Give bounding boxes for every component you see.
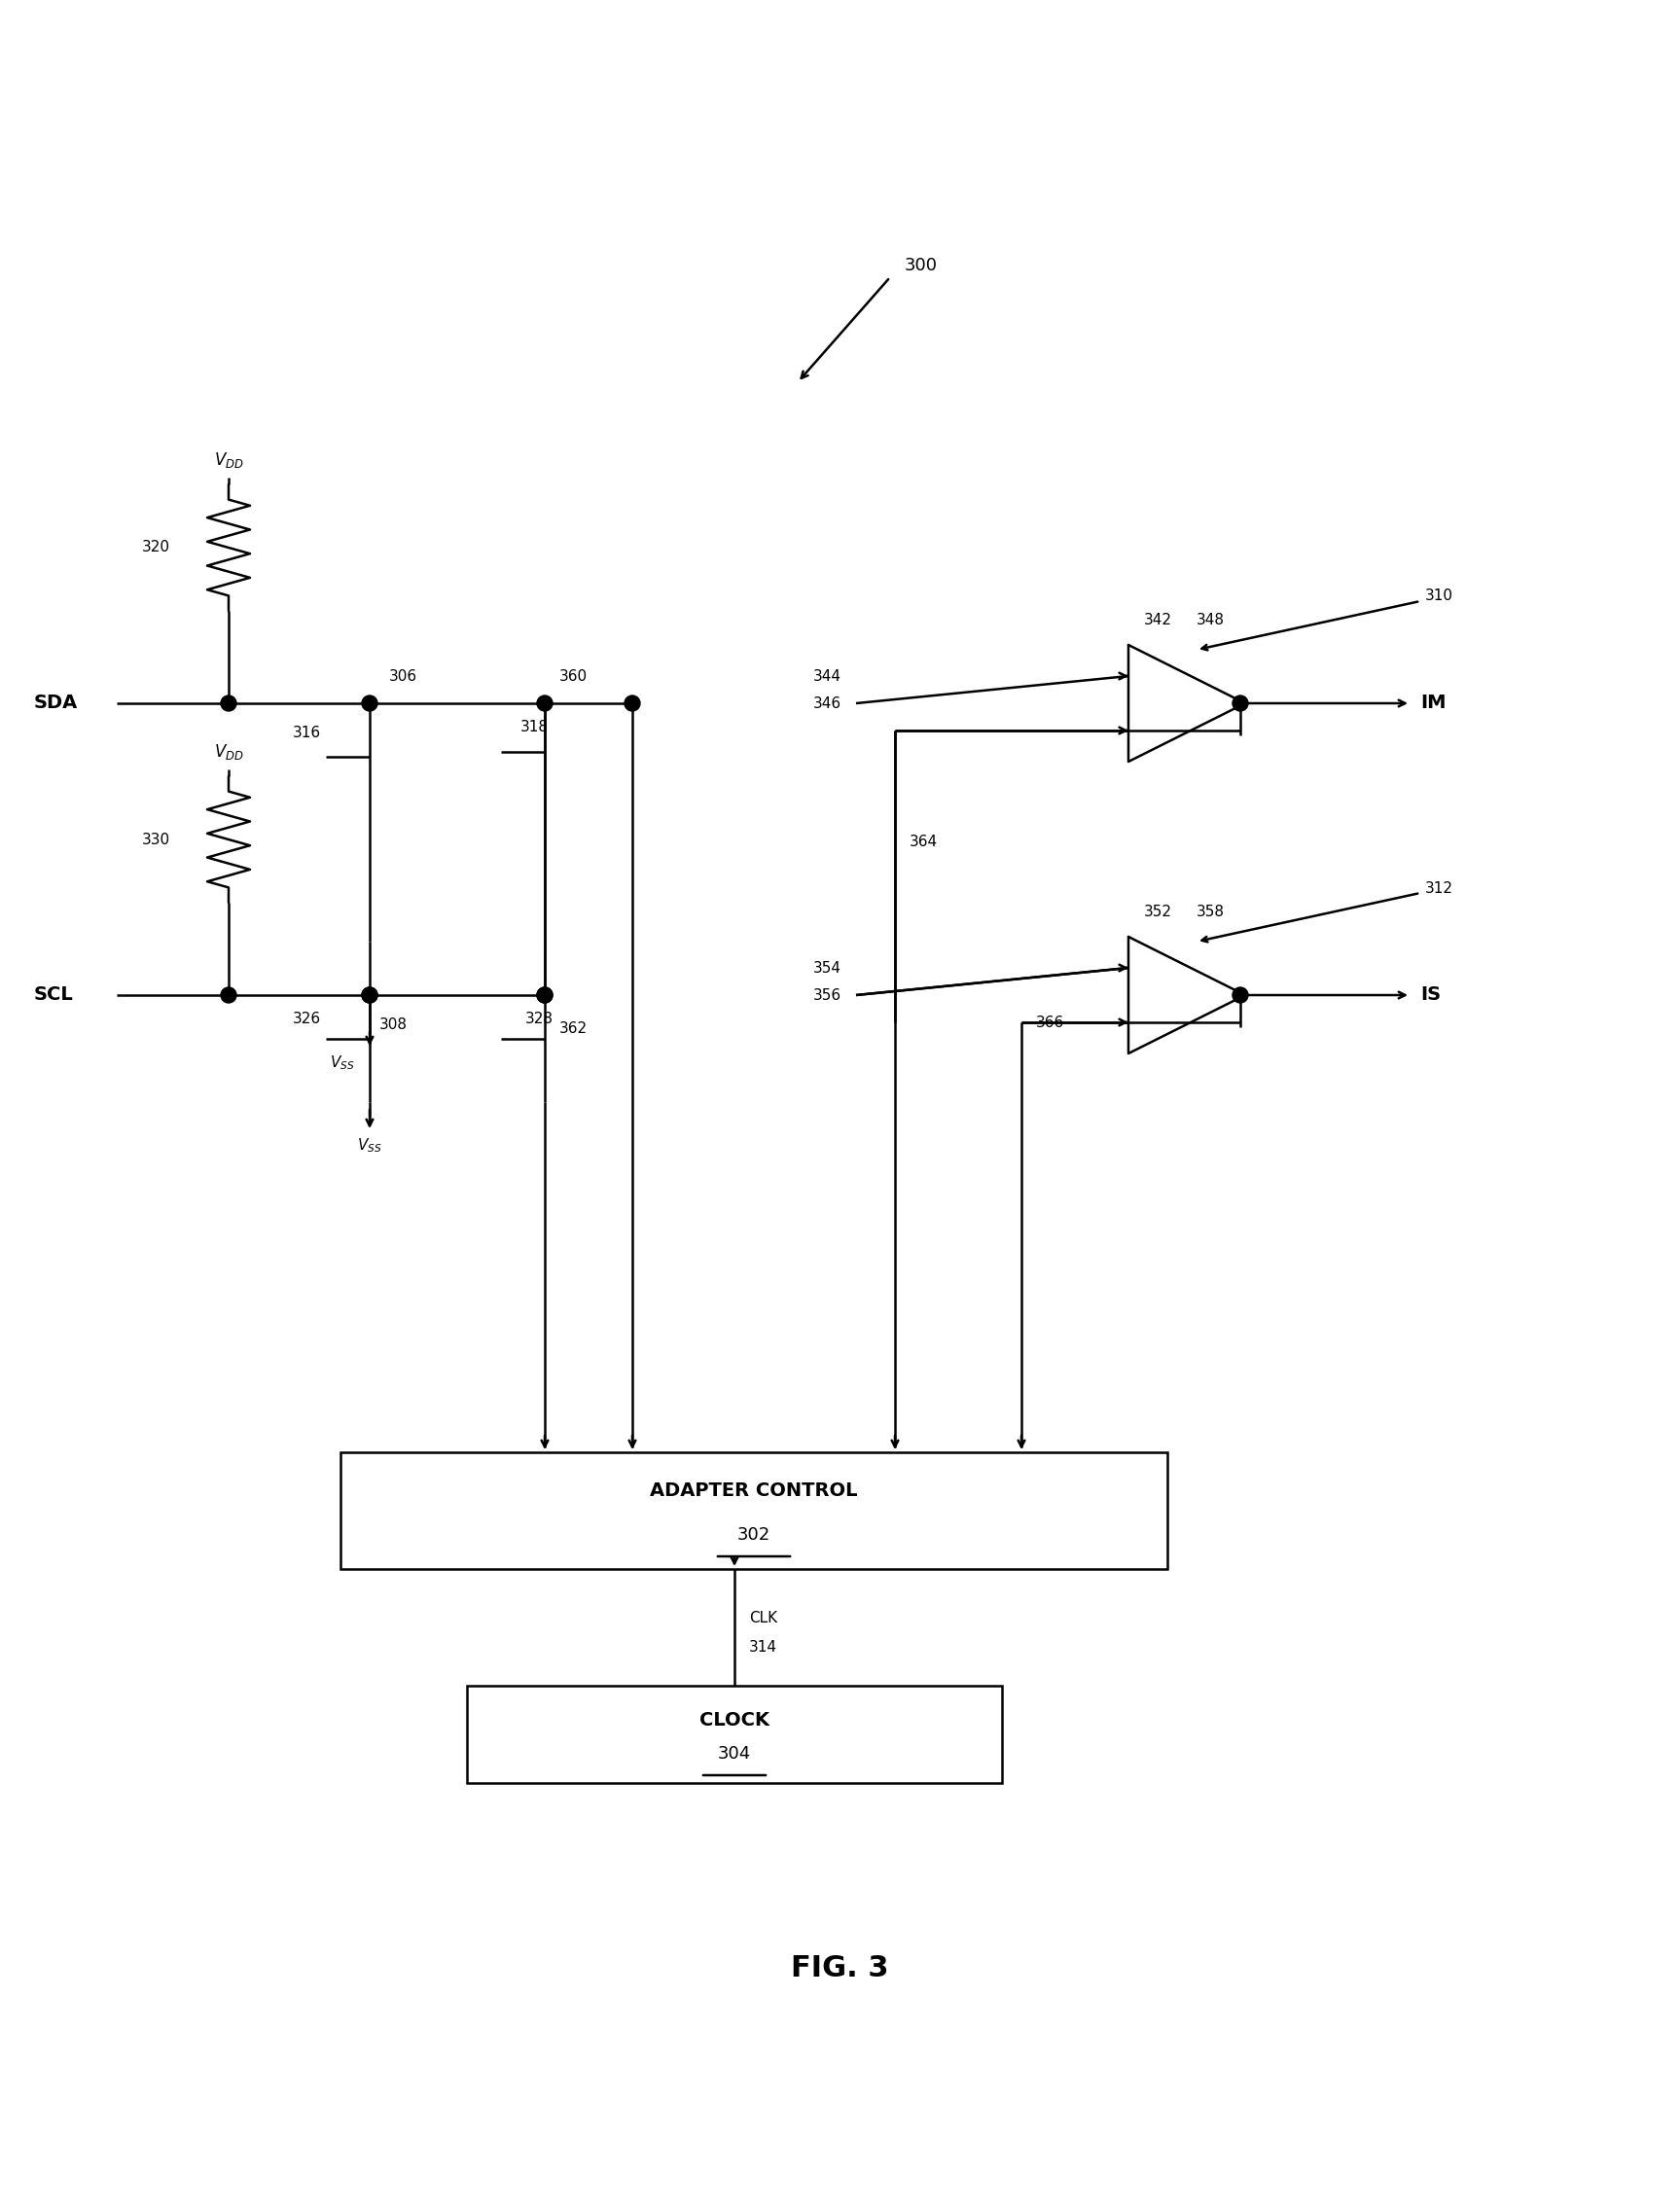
Circle shape — [220, 988, 237, 1004]
Text: 300: 300 — [906, 256, 937, 274]
Text: 314: 314 — [749, 1641, 778, 1654]
Circle shape — [538, 696, 553, 712]
Text: 318: 318 — [521, 721, 549, 734]
Circle shape — [1233, 988, 1248, 1004]
Text: ADAPTER CONTROL: ADAPTER CONTROL — [650, 1481, 858, 1501]
Circle shape — [220, 696, 237, 712]
Text: 302: 302 — [738, 1526, 771, 1543]
Bar — [341, 1453, 1168, 1570]
Text: 344: 344 — [813, 668, 842, 683]
Circle shape — [361, 696, 378, 712]
Text: 366: 366 — [1037, 1015, 1065, 1030]
Text: 348: 348 — [1196, 612, 1225, 628]
Text: IS: IS — [1420, 986, 1441, 1004]
Text: 330: 330 — [141, 831, 170, 847]
Circle shape — [361, 988, 378, 1004]
Text: SDA: SDA — [34, 694, 77, 712]
Text: 362: 362 — [559, 1021, 588, 1037]
Text: $V_{DD}$: $V_{DD}$ — [213, 451, 244, 469]
Text: 306: 306 — [390, 668, 417, 683]
Text: 320: 320 — [141, 539, 170, 555]
Text: 346: 346 — [813, 696, 842, 710]
Text: CLOCK: CLOCK — [699, 1711, 769, 1729]
Text: 356: 356 — [813, 988, 842, 1002]
Text: 310: 310 — [1425, 588, 1453, 604]
Circle shape — [625, 696, 640, 712]
Text: 316: 316 — [292, 725, 321, 741]
Text: IM: IM — [1420, 694, 1446, 712]
Text: 308: 308 — [380, 1017, 408, 1033]
Text: 304: 304 — [717, 1744, 751, 1762]
Text: FIG. 3: FIG. 3 — [791, 1955, 889, 1981]
Circle shape — [1233, 696, 1248, 712]
Text: CLK: CLK — [749, 1610, 778, 1625]
Text: $V_{SS}$: $V_{SS}$ — [358, 1136, 381, 1154]
Text: 364: 364 — [909, 836, 937, 849]
Circle shape — [361, 988, 378, 1004]
Bar — [467, 1685, 1001, 1782]
Circle shape — [538, 988, 553, 1004]
Text: 360: 360 — [559, 668, 588, 683]
Text: 352: 352 — [1144, 904, 1171, 920]
Text: $V_{SS}$: $V_{SS}$ — [331, 1052, 354, 1072]
Text: 342: 342 — [1144, 612, 1171, 628]
Text: 354: 354 — [813, 960, 842, 975]
Circle shape — [538, 988, 553, 1004]
Text: 358: 358 — [1196, 904, 1225, 920]
Text: 328: 328 — [526, 1013, 553, 1026]
Text: 312: 312 — [1425, 880, 1453, 895]
Text: 326: 326 — [292, 1013, 321, 1026]
Text: SCL: SCL — [34, 986, 74, 1004]
Text: $V_{DD}$: $V_{DD}$ — [213, 743, 244, 761]
